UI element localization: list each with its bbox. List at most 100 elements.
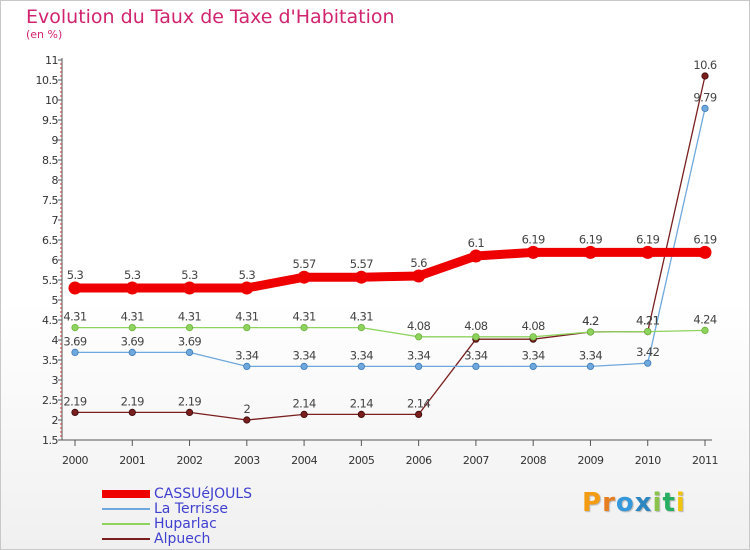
data-point <box>701 326 709 334</box>
data-point <box>701 72 709 80</box>
y-tick-label: 7.5 <box>42 194 58 207</box>
data-label: 3.34 <box>464 348 487 362</box>
data-point <box>243 362 251 370</box>
data-point <box>128 408 136 416</box>
data-label: 4.24 <box>693 312 716 326</box>
data-label: 3.34 <box>407 348 430 362</box>
data-label: 4.31 <box>63 310 86 324</box>
data-point <box>128 348 136 356</box>
data-label: 5.3 <box>124 268 141 282</box>
y-tick-label: 3.5 <box>42 354 58 367</box>
data-point <box>644 327 652 336</box>
data-label: 4.08 <box>407 319 430 333</box>
data-label: 3.69 <box>63 334 86 348</box>
data-point <box>185 323 194 332</box>
y-tick-label: 2.5 <box>42 394 58 407</box>
x-tick-label: 2004 <box>291 454 317 467</box>
y-tick-label: 9.5 <box>42 114 58 127</box>
x-tick-label: 2008 <box>520 454 546 467</box>
data-label: 4.21 <box>636 314 659 328</box>
data-point <box>183 281 197 295</box>
y-axis: 1.5 2 2.5 3 3.5 4 4.5 5 5.5 6 6.5 7 7.5 8 8.5 9 9.5 10 10.… <box>36 54 63 447</box>
series-line <box>70 247 710 293</box>
x-tick-label: 2000 <box>62 454 88 467</box>
data-label: 4.31 <box>121 310 144 324</box>
legend-label: Alpuech <box>154 531 211 547</box>
legend-swatch <box>102 538 150 540</box>
data-label: 5.3 <box>67 268 84 282</box>
data-label: 6.19 <box>579 232 602 246</box>
data-point <box>240 281 254 295</box>
y-tick-label: 6.5 <box>42 234 58 247</box>
data-point <box>185 408 194 416</box>
chart-title: Evolution du Taux de Taxe d'Habitation <box>26 6 395 28</box>
data-label: 6.19 <box>636 232 659 246</box>
proxiti-logo: Proxiti <box>582 488 686 518</box>
y-tick-label: 9 <box>52 134 59 147</box>
y-tick-label: 2 <box>52 414 59 427</box>
series-la-terrisse <box>71 104 709 370</box>
data-point <box>71 408 79 416</box>
data-point <box>300 362 308 370</box>
data-point <box>415 362 423 370</box>
y-tick-label: 11 <box>45 54 58 67</box>
data-label: 3.34 <box>350 348 373 362</box>
data-label: 2.19 <box>63 394 86 408</box>
logo-letter: r <box>602 488 616 518</box>
logo-letter: t <box>662 488 676 518</box>
series-line <box>74 326 706 338</box>
data-label: 5.6 <box>410 256 427 270</box>
series-huparlac <box>71 323 709 341</box>
y-tick-label: 5.5 <box>42 274 58 287</box>
data-point <box>128 323 136 332</box>
data-label: 6.1 <box>468 236 485 250</box>
series-cassu-jouls <box>68 245 712 295</box>
x-tick-label: 2003 <box>234 454 260 467</box>
logo-letter: i <box>675 488 686 518</box>
x-axis: 2000 2001 2002 2003 2004 2005 2006 2007 2008 2009… <box>62 439 719 467</box>
data-point <box>300 410 308 418</box>
data-point <box>472 362 480 370</box>
data-point <box>644 359 652 367</box>
y-tick-label: 8 <box>52 174 59 187</box>
data-label: 2.19 <box>178 394 201 408</box>
data-point <box>300 323 308 332</box>
data-point <box>469 249 483 263</box>
data-point <box>412 269 426 283</box>
y-tick-label: 10.5 <box>36 74 59 87</box>
data-label: 4.31 <box>235 310 258 324</box>
x-tick-label: 2011 <box>692 454 718 467</box>
data-label: 5.3 <box>181 268 198 282</box>
x-tick-label: 2009 <box>577 454 603 467</box>
data-point <box>357 362 365 370</box>
data-point <box>586 362 595 370</box>
data-label: 4.31 <box>350 310 373 324</box>
data-label: 4.08 <box>464 319 487 333</box>
x-tick-label: 2010 <box>635 454 661 467</box>
data-point <box>586 328 595 336</box>
y-tick-label: 10 <box>45 94 58 107</box>
y-tick-label: 7 <box>52 214 59 227</box>
data-label: 4.08 <box>522 319 545 333</box>
data-label: 2.14 <box>407 396 430 410</box>
x-tick-label: 2002 <box>177 454 203 467</box>
data-point <box>185 348 194 356</box>
y-tick-label: 4 <box>52 334 59 347</box>
data-label: 4.31 <box>178 310 201 324</box>
series-line <box>74 107 706 368</box>
data-point <box>243 416 251 424</box>
data-label: 3.69 <box>121 334 144 348</box>
data-point <box>243 323 251 332</box>
logo-letter: x <box>634 488 653 518</box>
data-label: 2.14 <box>350 396 373 410</box>
data-point <box>529 362 537 370</box>
data-label: 5.3 <box>239 268 256 282</box>
data-point <box>68 281 82 295</box>
data-point <box>415 333 423 341</box>
data-label: 3.34 <box>579 348 602 362</box>
data-point <box>357 410 365 418</box>
data-point <box>701 104 709 113</box>
y-tick-label: 8.5 <box>42 154 58 167</box>
logo-letter: P <box>582 488 603 518</box>
